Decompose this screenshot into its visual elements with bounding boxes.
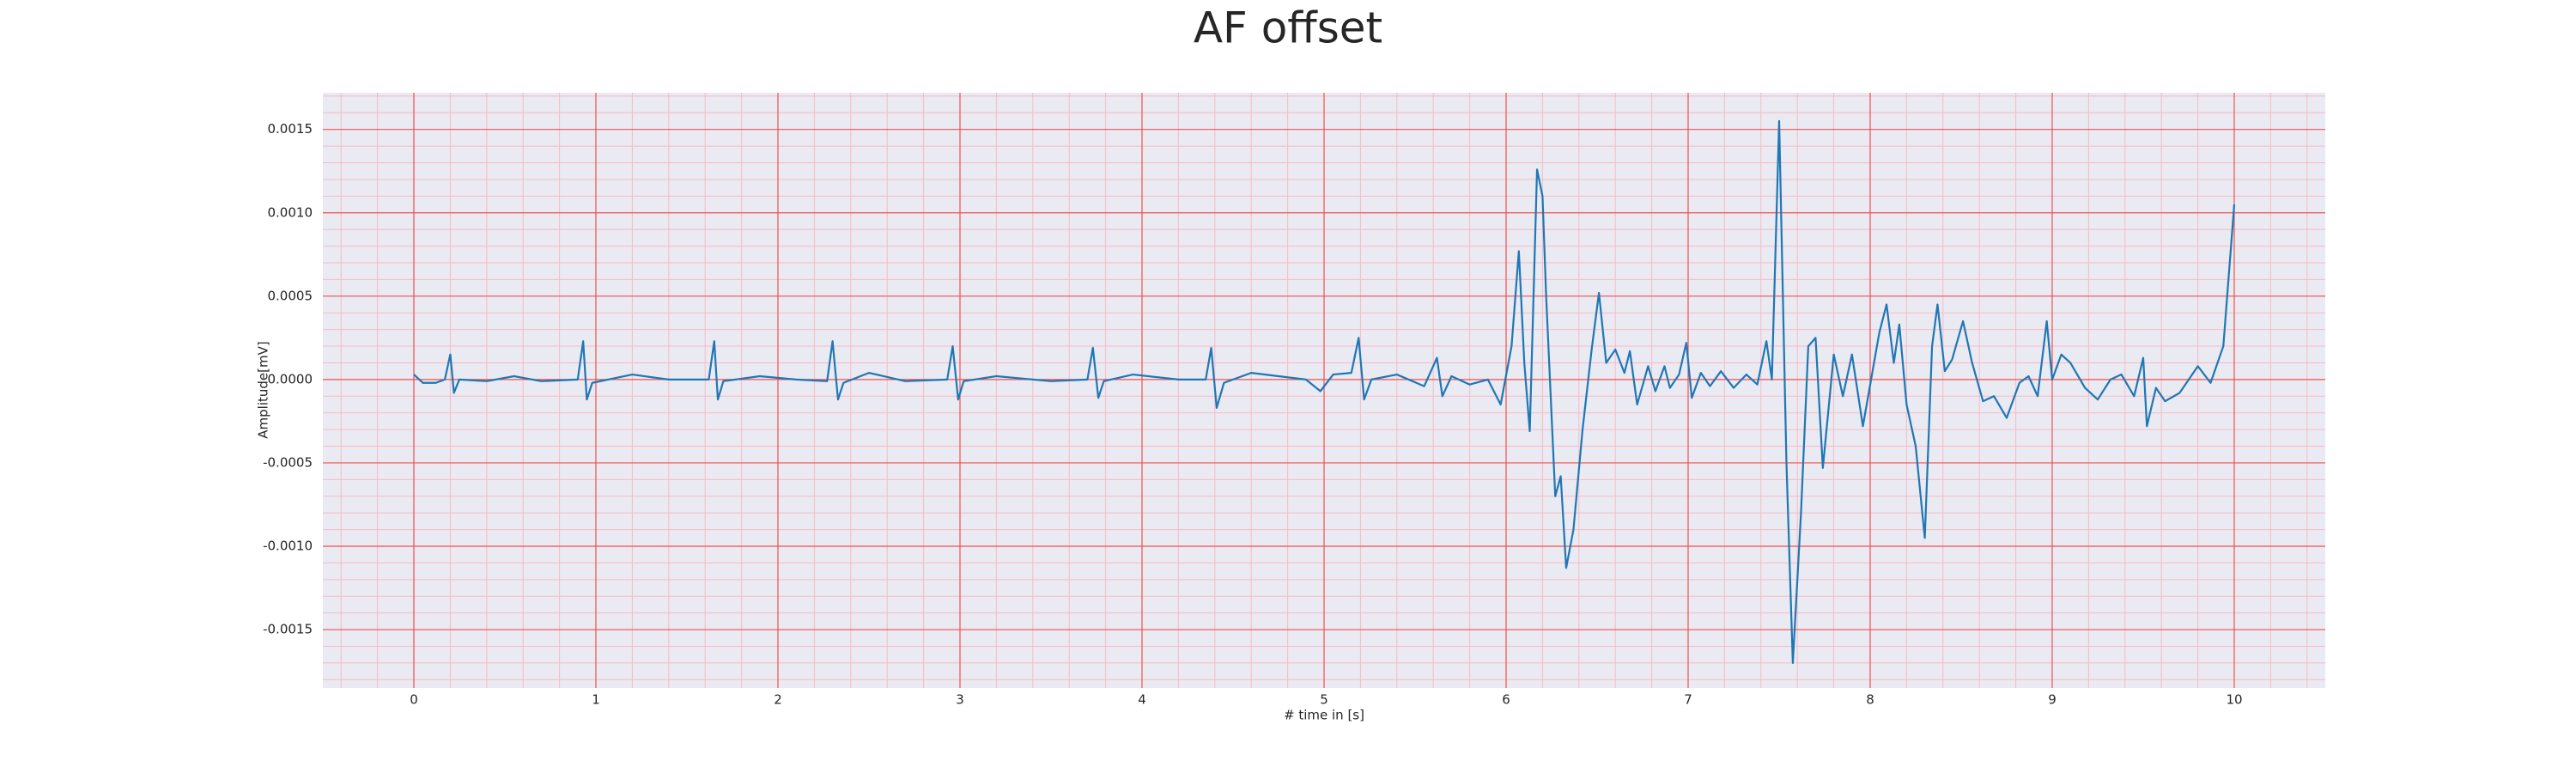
x-axis-label: # time in [s] — [1284, 708, 1364, 723]
chart-title: AF offset — [1194, 3, 1382, 53]
y-tick-label: -0.0010 — [263, 539, 313, 554]
x-tick-label: 10 — [2226, 692, 2242, 708]
y-tick-label: -0.0005 — [263, 454, 313, 470]
labels: 0 1 2 3 4 5 6 7 8 9 10 -0.0015 -0.0010 -0.0005 0.0000 0… — [263, 121, 2242, 707]
line — [413, 119, 2236, 664]
y-tick-label: -0.0015 — [263, 622, 313, 637]
x-tick-label: 1 — [592, 692, 600, 708]
y-axis-label: Amplitude[mV] — [256, 341, 271, 438]
x-tick-label: 7 — [1684, 692, 1692, 708]
x-tick-label: 3 — [956, 692, 964, 708]
y-tick-label: 0.0005 — [268, 288, 313, 303]
x-tick-label: 6 — [1502, 692, 1510, 708]
series — [413, 119, 2236, 664]
x-tick-label: 4 — [1138, 692, 1146, 708]
y-tick-label: 0.0010 — [268, 204, 313, 220]
x-tick-label: 8 — [1866, 692, 1874, 708]
x-tick-label: 9 — [2048, 692, 2057, 708]
x-tick-label: 2 — [774, 692, 782, 708]
x-tick-label: 0 — [410, 692, 418, 708]
y-tick-label: 0.0000 — [268, 371, 313, 386]
y-tick-label: 0.0015 — [268, 121, 313, 137]
x-tick-label: 5 — [1320, 692, 1328, 708]
major-grid — [323, 93, 2325, 688]
